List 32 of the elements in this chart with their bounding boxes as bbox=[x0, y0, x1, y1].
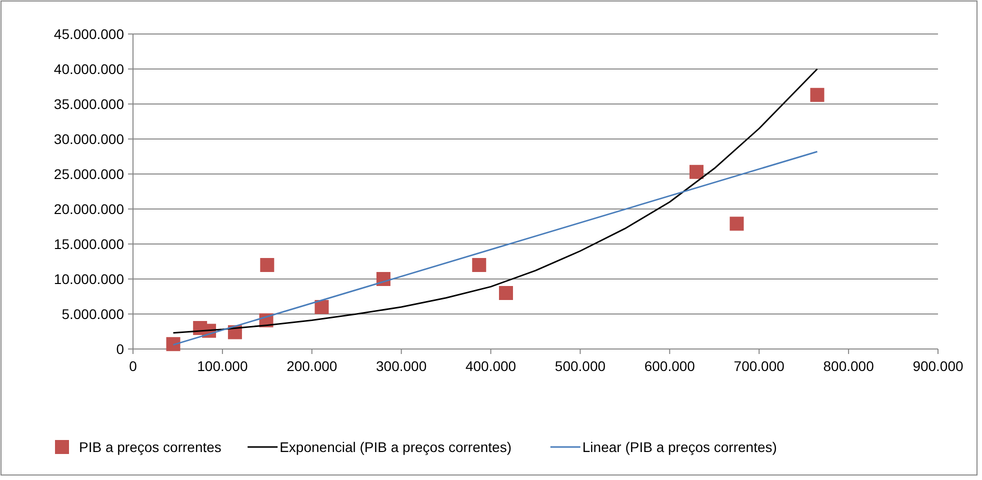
y-tick-label: 45.000.000 bbox=[54, 26, 124, 42]
legend-label: Linear (PIB a preços correntes) bbox=[582, 439, 777, 455]
point bbox=[690, 164, 704, 179]
y-tick-label: 10.000.000 bbox=[54, 271, 124, 287]
y-tick-label: 5.000.000 bbox=[62, 306, 124, 322]
legend-label: Exponencial (PIB a preços correntes) bbox=[280, 439, 512, 455]
x-tick-label: 100.000 bbox=[197, 358, 248, 374]
x-tick-label: 600.000 bbox=[644, 358, 696, 374]
x-tick-label: 700.000 bbox=[734, 358, 785, 374]
legend-label: PIB a preços correntes bbox=[79, 439, 222, 455]
point bbox=[498, 286, 513, 300]
x-tick-label: 400.000 bbox=[465, 358, 516, 374]
x-tick-label: 800.000 bbox=[823, 358, 874, 374]
y-tick-label: 30.000.000 bbox=[54, 131, 124, 147]
x-tick-label: 0 bbox=[129, 358, 138, 374]
y-tick-label: 20.000.000 bbox=[54, 201, 124, 217]
line-series bbox=[172, 68, 818, 334]
x-tick-label: 300.000 bbox=[376, 358, 427, 374]
point bbox=[314, 300, 329, 314]
point bbox=[472, 258, 486, 272]
x-tick-label: 200.000 bbox=[286, 358, 338, 374]
point bbox=[166, 337, 180, 352]
y-tick-label: 40.000.000 bbox=[54, 61, 124, 77]
y-tick-label: 15.000.000 bbox=[54, 236, 124, 252]
y-tick-label: 0 bbox=[116, 341, 124, 357]
point bbox=[730, 216, 744, 231]
y-tick-label: 25.000.000 bbox=[54, 166, 124, 182]
x-tick-label: 900.000 bbox=[912, 358, 964, 374]
y-tick-label: 35.000.000 bbox=[54, 96, 124, 112]
point bbox=[810, 88, 824, 102]
point bbox=[260, 258, 274, 272]
x-tick-label: 500.000 bbox=[554, 358, 606, 374]
